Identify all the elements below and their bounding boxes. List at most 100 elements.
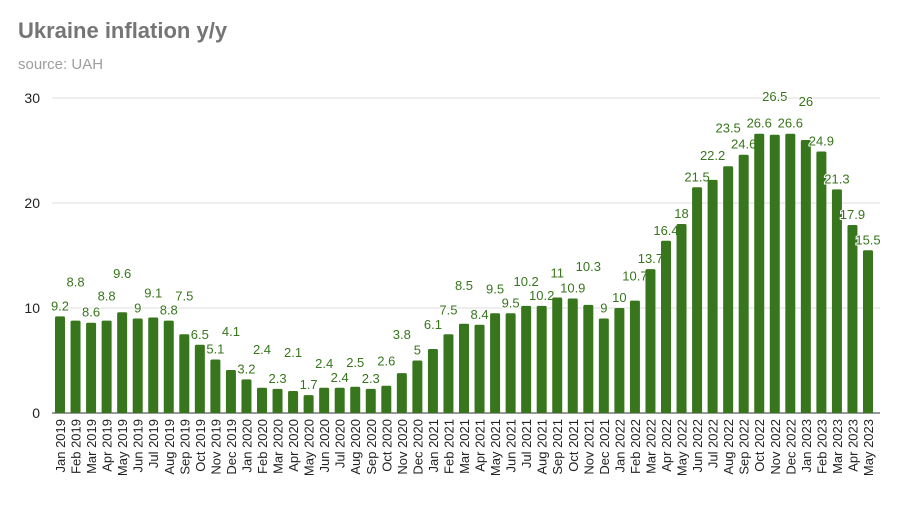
data-label: 21.3 — [824, 171, 849, 186]
data-label: 8.4 — [470, 307, 488, 322]
x-tick-label: Feb 2020 — [255, 419, 270, 474]
bar — [288, 390, 299, 413]
bar — [55, 316, 65, 413]
data-label: 15.5 — [855, 232, 880, 247]
bar — [117, 312, 128, 413]
x-tick-label: Nov 2019 — [208, 419, 223, 475]
bar — [505, 313, 516, 413]
x-tick-label: Sep 2020 — [364, 419, 379, 475]
data-label: 21.5 — [684, 169, 709, 184]
x-tick-label: Sep 2022 — [737, 419, 752, 475]
data-label: 10 — [612, 290, 626, 305]
x-tick-label: Jan 2023 — [799, 419, 814, 473]
data-label: 9 — [600, 301, 607, 316]
data-label: 6.1 — [424, 317, 442, 332]
bar — [567, 298, 578, 413]
bar — [381, 385, 392, 413]
y-tick-label: 30 — [24, 90, 40, 106]
x-tick-label: Feb 2023 — [814, 419, 829, 474]
x-tick-label: Mar 2023 — [830, 419, 845, 474]
bar — [707, 179, 718, 413]
bar — [536, 305, 547, 413]
data-label: 10.9 — [560, 281, 585, 296]
y-tick-label: 0 — [32, 405, 40, 421]
bar — [132, 318, 143, 413]
x-tick-label: Dec 2019 — [224, 419, 239, 475]
x-tick-label: Nov 2020 — [395, 419, 410, 475]
bar — [257, 387, 267, 413]
x-tick-label: Nov 2021 — [581, 419, 596, 475]
bar — [101, 320, 112, 413]
bar — [427, 348, 438, 413]
x-tick-label: Jun 2020 — [317, 419, 332, 473]
x-tick-label: Apr 2020 — [286, 419, 301, 472]
bar — [521, 305, 532, 413]
x-tick-label: Oct 2020 — [379, 419, 394, 472]
bar — [194, 344, 205, 413]
data-label: 23.5 — [715, 120, 740, 135]
data-label: 8.8 — [98, 289, 116, 304]
data-label: 9.2 — [51, 298, 69, 313]
data-label: 7.5 — [175, 288, 193, 303]
data-label: 2.5 — [346, 355, 364, 370]
x-tick-label: Jan 2019 — [53, 419, 68, 473]
data-label: 24.6 — [731, 137, 756, 152]
data-label: 1.7 — [300, 377, 318, 392]
bar — [800, 140, 811, 413]
x-tick-label: Aug 2022 — [721, 419, 736, 475]
data-label: 2.4 — [315, 356, 333, 371]
bar — [443, 334, 454, 413]
data-label: 9 — [134, 301, 141, 316]
data-label: 13.7 — [638, 251, 663, 266]
data-label: 8.8 — [160, 303, 178, 318]
data-label: 2.1 — [284, 345, 302, 360]
bar — [816, 151, 827, 414]
x-tick-label: Mar 2019 — [84, 419, 99, 474]
x-tick-label: Jul 2020 — [333, 419, 348, 468]
data-label: 9.1 — [144, 285, 162, 300]
bar — [241, 379, 252, 413]
bar — [769, 134, 780, 413]
x-tick-label: Jun 2019 — [131, 419, 146, 473]
bar — [179, 334, 190, 413]
chart-title: Ukraine inflation y/y — [18, 18, 228, 43]
x-tick-label: May 2023 — [861, 419, 876, 476]
data-label: 26.5 — [762, 89, 787, 104]
bar — [319, 387, 330, 413]
bar — [365, 388, 376, 413]
data-label: 10.2 — [529, 288, 554, 303]
x-tick-label: May 2022 — [675, 419, 690, 476]
bar — [148, 317, 159, 413]
data-label: 2.3 — [362, 371, 380, 386]
bar — [396, 373, 407, 413]
bar — [847, 225, 858, 413]
bar — [629, 300, 640, 413]
bar — [303, 395, 314, 413]
data-label: 2.4 — [253, 342, 271, 357]
data-label: 10.7 — [622, 269, 647, 284]
bar — [474, 324, 485, 413]
data-label: 26.6 — [747, 116, 772, 131]
bar — [459, 323, 469, 413]
x-tick-label: Jul 2022 — [706, 419, 721, 468]
bar — [350, 386, 361, 413]
x-tick-label: May 2019 — [115, 419, 130, 476]
data-label: 7.5 — [439, 302, 457, 317]
x-tick-label: Feb 2021 — [441, 419, 456, 474]
bar — [583, 304, 594, 413]
data-label: 3.8 — [393, 327, 411, 342]
data-label: 26 — [799, 94, 813, 109]
data-label: 5 — [414, 343, 421, 358]
x-tick-label: Dec 2020 — [410, 419, 425, 475]
data-label: 11 — [550, 266, 564, 281]
x-tick-label: Oct 2022 — [752, 419, 767, 472]
y-tick-label: 10 — [24, 300, 40, 316]
x-tick-label: May 2020 — [302, 419, 317, 476]
bar — [163, 320, 174, 413]
bar — [754, 133, 765, 413]
x-tick-label: Apr 2023 — [845, 419, 860, 472]
chart-subtitle: source: UAH — [18, 56, 104, 73]
x-tick-label: Jul 2019 — [146, 419, 161, 468]
data-label: 17.9 — [840, 207, 865, 222]
